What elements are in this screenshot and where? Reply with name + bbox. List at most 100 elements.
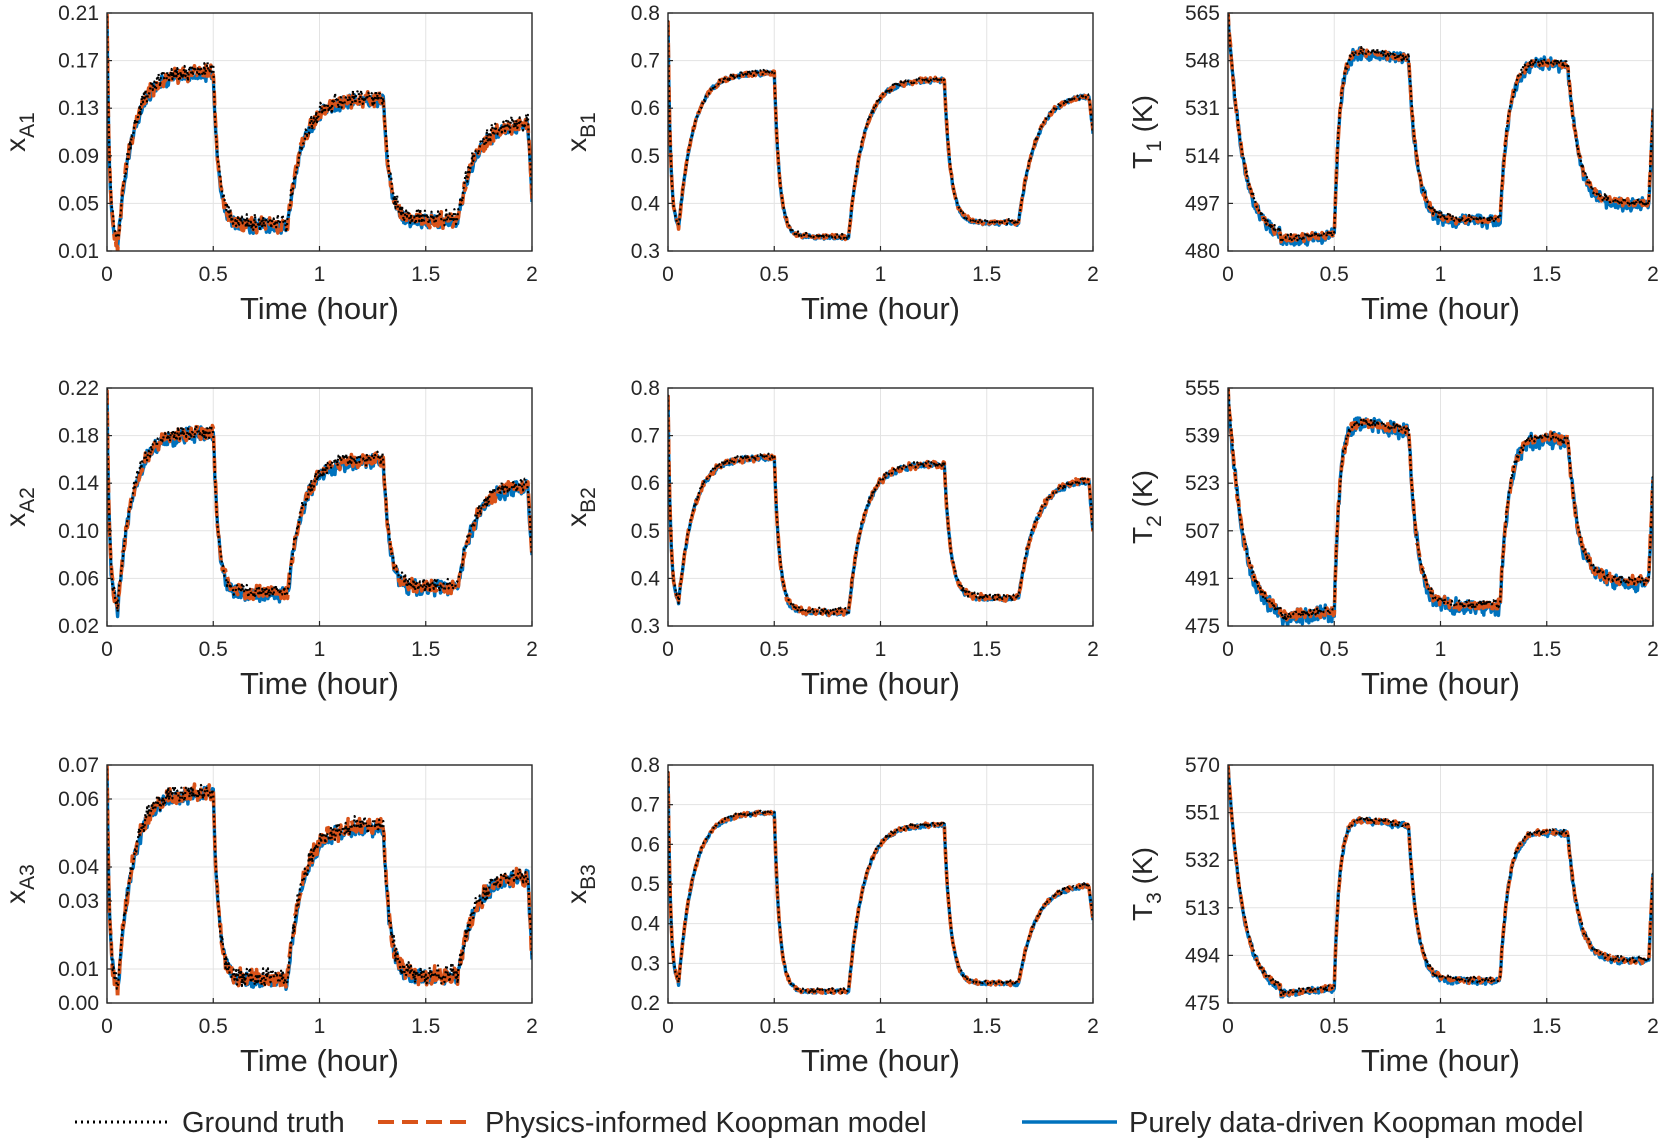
ytick-label-xA2-3: 0.14 — [58, 472, 99, 495]
xtick-label-xB1-3: 1.5 — [972, 263, 1001, 286]
ytick-label-xB3-6: 0.8 — [631, 754, 660, 777]
legend: Ground truth Physics-informed Koopman mo… — [75, 1107, 1584, 1139]
series-truth-T3 — [1228, 765, 1653, 997]
ytick-label-xB1-5: 0.8 — [631, 2, 660, 25]
panels-group: 0 0.5 1 1.5 2 0.01 0.05 0.09 0.13 0.17 0.21 Time (h… — [0, 2, 1659, 1078]
series-truth-xB3 — [668, 770, 1093, 995]
ylabel-sub-xA1: A1 — [16, 112, 39, 138]
series-truth-T2 — [1228, 388, 1653, 622]
ylabel-unit-T2: (K) — [1127, 470, 1158, 515]
ytick-label-xA1-5: 0.21 — [58, 2, 99, 25]
ytick-label-T3-2: 513 — [1185, 897, 1220, 920]
xtick-label-T2-3: 1.5 — [1532, 638, 1561, 661]
ylabel-unit-T3: (K) — [1127, 847, 1158, 892]
xtick-label-xB1-2: 1 — [875, 263, 887, 286]
ytick-label-T2-1: 491 — [1185, 567, 1220, 590]
legend-label-physics-informed: Physics-informed Koopman model — [485, 1107, 927, 1139]
ytick-label-T1-0: 480 — [1185, 240, 1220, 263]
xlabel-T1: Time (hour) — [1361, 291, 1520, 326]
ylabel-xB3: xB3 — [561, 864, 600, 904]
xtick-label-xB2-0: 0 — [662, 638, 674, 661]
series-truth-xA3 — [107, 765, 532, 990]
xlabel-xB2: Time (hour) — [801, 666, 960, 701]
ytick-label-T3-5: 570 — [1185, 754, 1220, 777]
xtick-label-xB3-4: 2 — [1087, 1015, 1099, 1038]
ytick-label-xA3-5: 0.07 — [58, 754, 99, 777]
xtick-label-xB2-4: 2 — [1087, 638, 1099, 661]
ylabel-sub-xA2: A2 — [16, 487, 39, 513]
xtick-label-xA2-1: 0.5 — [199, 638, 228, 661]
xtick-label-xB1-0: 0 — [662, 263, 674, 286]
ytick-label-xA3-0: 0.00 — [58, 992, 99, 1015]
xtick-label-xA3-2: 1 — [314, 1015, 326, 1038]
ytick-label-xA1-3: 0.13 — [58, 97, 99, 120]
ylabel-main-xB3: x — [561, 890, 592, 904]
legend-label-ground-truth: Ground truth — [182, 1107, 345, 1139]
ytick-label-xB3-2: 0.4 — [631, 913, 661, 936]
xtick-label-xA3-1: 0.5 — [199, 1015, 228, 1038]
ylabel-sub-xB3: B3 — [577, 864, 600, 890]
ytick-label-T3-4: 551 — [1185, 802, 1220, 825]
xtick-label-T2-4: 2 — [1647, 638, 1659, 661]
xtick-label-xA3-0: 0 — [101, 1015, 113, 1038]
ytick-label-xA1-4: 0.17 — [58, 50, 99, 73]
ylabel-xA3: xA3 — [0, 864, 39, 904]
xlabel-xB1: Time (hour) — [801, 291, 960, 326]
xtick-label-xA2-2: 1 — [314, 638, 326, 661]
xtick-label-T3-0: 0 — [1222, 1015, 1234, 1038]
series-truth-xA1 — [107, 13, 532, 239]
xtick-label-xA1-2: 1 — [314, 263, 326, 286]
xtick-label-T3-1: 0.5 — [1320, 1015, 1349, 1038]
ytick-label-xA2-2: 0.10 — [58, 520, 99, 543]
panel-xB1: 0 0.5 1 1.5 2 0.3 0.4 0.5 0.6 0.7 0.8 Time (hour) xB… — [561, 2, 1099, 326]
ytick-label-T1-3: 531 — [1185, 97, 1220, 120]
xlabel-xA2: Time (hour) — [240, 666, 399, 701]
legend-label-data-driven: Purely data-driven Koopman model — [1129, 1107, 1584, 1139]
xtick-label-T2-1: 0.5 — [1320, 638, 1349, 661]
ytick-label-xA3-3: 0.04 — [58, 856, 99, 879]
ylabel-T2: T2 (K) — [1127, 470, 1166, 544]
xtick-label-T1-2: 1 — [1435, 263, 1447, 286]
ylabel-main-xA1: x — [0, 138, 31, 152]
ytick-label-xA3-1: 0.01 — [58, 958, 99, 981]
ylabel-unit-T1: (K) — [1127, 95, 1158, 140]
ytick-label-xA3-2: 0.03 — [58, 890, 99, 913]
ytick-label-xA2-0: 0.02 — [58, 615, 99, 638]
ytick-label-T1-1: 497 — [1185, 192, 1220, 215]
ytick-label-xA1-2: 0.09 — [58, 145, 99, 168]
ytick-label-xB1-1: 0.4 — [631, 192, 661, 215]
ylabel-sub-xB2: B2 — [577, 487, 600, 513]
ytick-label-xA2-4: 0.18 — [58, 425, 99, 448]
series-truth-xB2 — [668, 394, 1093, 616]
ytick-label-T2-0: 475 — [1185, 615, 1220, 638]
xtick-label-xB2-3: 1.5 — [972, 638, 1001, 661]
ylabel-xB1: xB1 — [561, 112, 600, 152]
panel-xB3: 0 0.5 1 1.5 2 0.2 0.3 0.4 0.5 0.6 0.7 0.8 Time (hour… — [561, 754, 1099, 1078]
xtick-label-xA2-3: 1.5 — [411, 638, 440, 661]
series-phys-xA3 — [107, 765, 532, 1001]
series-phys-xB2 — [668, 395, 1093, 618]
ytick-label-xB2-2: 0.5 — [631, 520, 660, 543]
ylabel-sub-xA3: A3 — [16, 864, 39, 890]
ytick-label-T2-3: 523 — [1185, 472, 1220, 495]
ytick-label-xB2-4: 0.7 — [631, 425, 660, 448]
ytick-label-xB3-5: 0.7 — [631, 794, 660, 817]
ylabel-sub-xB1: B1 — [577, 112, 600, 138]
ylabel-main-xA3: x — [0, 890, 31, 904]
ylabel-main-T1: T — [1127, 152, 1158, 169]
ytick-label-xA2-5: 0.22 — [58, 377, 99, 400]
ytick-label-xA1-1: 0.05 — [58, 192, 99, 215]
ylabel-sub-T3: 3 — [1143, 892, 1166, 904]
ytick-label-xB3-3: 0.5 — [631, 873, 660, 896]
ytick-label-T3-0: 475 — [1185, 992, 1220, 1015]
ylabel-xA2: xA2 — [0, 487, 39, 527]
ytick-label-xB2-3: 0.6 — [631, 472, 660, 495]
xtick-label-xA1-4: 2 — [526, 263, 538, 286]
xtick-label-T2-0: 0 — [1222, 638, 1234, 661]
ytick-label-xB2-0: 0.3 — [631, 615, 660, 638]
panel-xB2: 0 0.5 1 1.5 2 0.3 0.4 0.5 0.6 0.7 0.8 Time (hour) xB… — [561, 377, 1099, 701]
ylabel-T3: T3 (K) — [1127, 847, 1166, 921]
ylabel-main-xA2: x — [0, 513, 31, 527]
ytick-label-xB1-0: 0.3 — [631, 240, 660, 263]
ylabel-T1: T1 (K) — [1127, 95, 1166, 169]
